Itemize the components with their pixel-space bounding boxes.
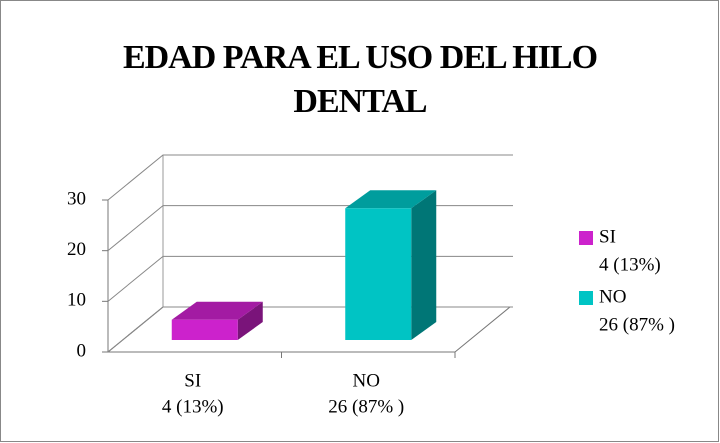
legend-label: NO [599, 286, 626, 307]
legend-value: 26 (87% ) [599, 314, 675, 335]
y-tick-label: 10 [67, 290, 86, 311]
bar-side [411, 190, 437, 340]
y-tick-label: 20 [67, 239, 86, 260]
back-wall [107, 155, 164, 353]
bar [171, 319, 238, 340]
grid-line [107, 154, 513, 201]
x-tick-label: NO [353, 370, 380, 391]
x-tick-label: SI [184, 370, 201, 391]
legend-label: SI [599, 226, 616, 247]
legend-value: 4 (13%) [599, 254, 661, 275]
grid-line [107, 255, 513, 302]
y-tick-label: 0 [77, 340, 87, 361]
floor [106, 306, 512, 353]
x-value-label: 4 (13%) [162, 396, 224, 417]
bar-top [171, 301, 263, 320]
bar [345, 208, 412, 340]
chart-title: EDAD PARA EL USO DEL HILO DENTAL [122, 39, 598, 120]
bar-side [237, 301, 263, 340]
bar-top [345, 190, 437, 209]
legend-swatch [579, 291, 593, 305]
y-tick-label: 30 [67, 188, 86, 209]
x-value-label: 26 (87% ) [328, 396, 404, 417]
legend-swatch [579, 231, 593, 245]
grid-line [107, 205, 513, 252]
grid-line [107, 306, 513, 353]
